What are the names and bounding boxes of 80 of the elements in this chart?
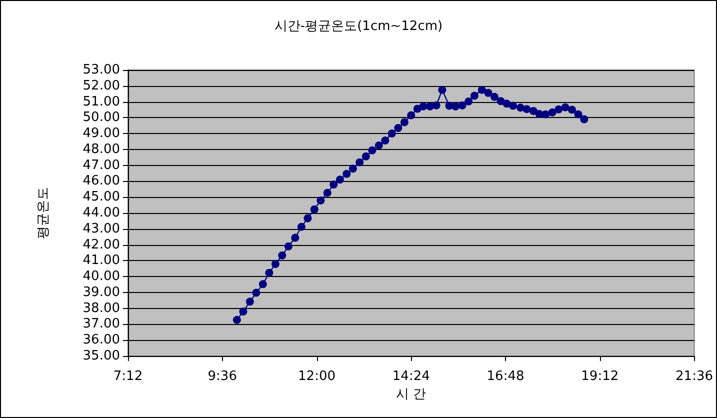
point [458, 101, 466, 110]
y-tick-label: 51.00 [82, 94, 120, 110]
point [342, 170, 351, 178]
y-tick-label: 36.00 [82, 332, 120, 348]
point [265, 268, 274, 277]
x-tick-label: 7:12 [113, 369, 143, 384]
point [316, 196, 325, 204]
x-tick-label: 12:00 [298, 369, 336, 384]
point [330, 180, 338, 189]
point [508, 102, 517, 110]
point [291, 234, 300, 242]
point [516, 104, 524, 112]
y-tick-label: 50.00 [82, 110, 120, 126]
y-tick-label: 41.00 [82, 253, 120, 268]
point [529, 106, 538, 115]
point [348, 164, 357, 173]
point [232, 316, 241, 324]
point [297, 222, 306, 231]
point [580, 115, 588, 124]
y-tick-label: 47.00 [82, 158, 120, 173]
y-tick-label: 52.00 [82, 78, 120, 94]
point [452, 102, 460, 110]
point [278, 251, 286, 260]
point [284, 242, 292, 250]
point [394, 124, 402, 132]
point [561, 103, 570, 112]
point [271, 260, 280, 268]
y-tick-label: 39.00 [82, 284, 120, 300]
point [336, 176, 344, 184]
point [239, 308, 248, 316]
point [246, 298, 254, 306]
y-tick-label: 42.00 [82, 237, 120, 252]
x-axis-title: 시 간 [396, 386, 426, 402]
point [464, 97, 473, 106]
point [304, 214, 312, 222]
point [490, 92, 498, 101]
y-tick-label: 38.00 [82, 300, 120, 316]
point [484, 88, 492, 97]
point [470, 92, 478, 100]
y-tick-label: 46.00 [82, 174, 120, 189]
x-tick-label: 21:36 [676, 369, 714, 384]
point [542, 110, 550, 118]
point [438, 86, 446, 94]
point [258, 280, 267, 288]
y-tick-label: 40.00 [82, 269, 120, 284]
y-tick-label: 37.00 [82, 316, 120, 332]
y-tick-label: 44.00 [82, 206, 120, 220]
y-tick-label: 45.00 [82, 190, 120, 205]
x-tick-label: 9:36 [208, 369, 237, 384]
point [554, 105, 563, 114]
point [323, 188, 332, 197]
y-tick-label: 53.00 [82, 62, 120, 78]
point [426, 102, 434, 110]
point [381, 136, 390, 145]
point [407, 111, 416, 120]
point [252, 288, 260, 297]
x-tick-label: 19:12 [581, 369, 619, 384]
point [362, 152, 370, 160]
point [548, 108, 556, 116]
x-tick-label: 16:48 [486, 369, 524, 384]
point [432, 101, 440, 110]
point [502, 100, 511, 108]
point [310, 205, 318, 214]
y-tick-label: 49.00 [82, 126, 120, 142]
point [368, 146, 376, 154]
point [568, 106, 576, 114]
point [574, 110, 582, 118]
point [478, 86, 486, 94]
chart-title: 시간-평균온도(1cm~12cm) [274, 19, 443, 34]
point [419, 102, 428, 110]
y-tick-label: 35.00 [82, 348, 120, 364]
point [388, 130, 396, 138]
point [374, 141, 383, 150]
y-tick-label: 43.00 [82, 221, 120, 236]
point [400, 118, 408, 126]
y-tick-label: 48.00 [82, 142, 120, 157]
x-tick-label: 14:24 [392, 369, 430, 384]
y-axis-title: 평균온도 [36, 187, 51, 239]
point [522, 105, 531, 114]
point [356, 158, 364, 166]
